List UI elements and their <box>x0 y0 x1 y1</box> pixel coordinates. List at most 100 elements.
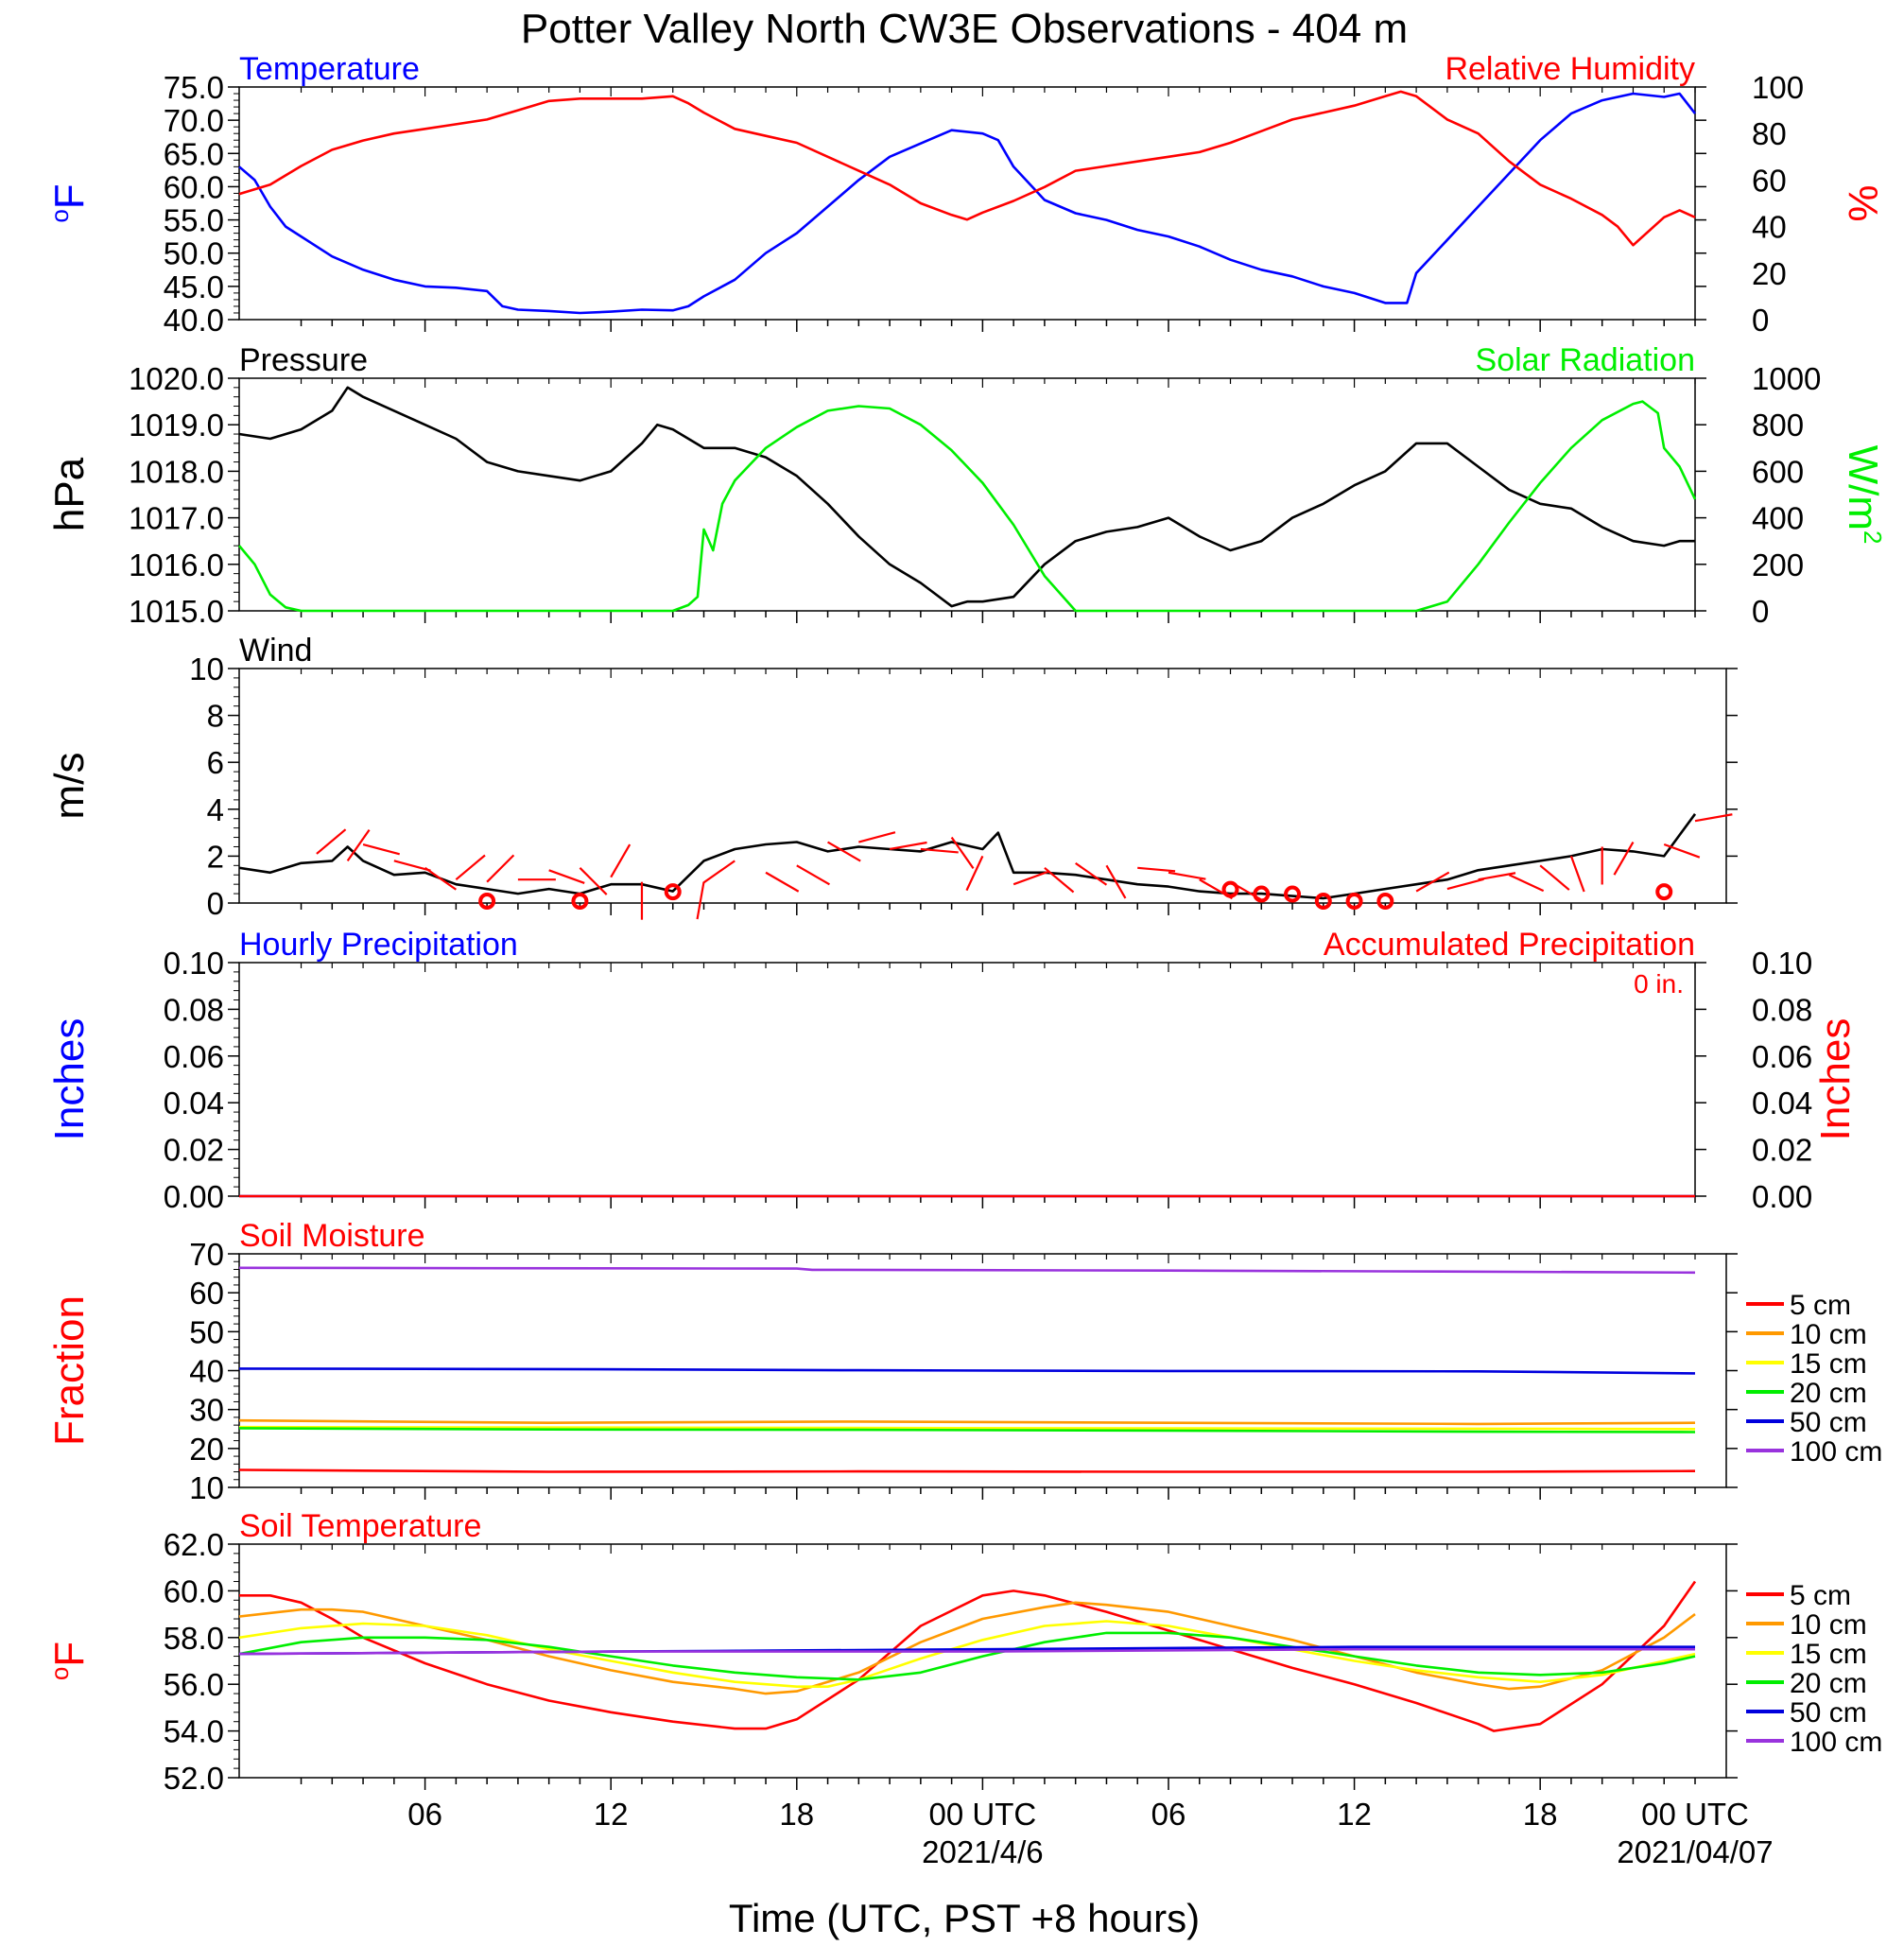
y-axis-title: Fraction <box>46 1295 93 1446</box>
panel-title-right: Accumulated Precipitation <box>1324 927 1695 963</box>
panel-6: 62.0 60.0 58.0 56.0 54.0 52.0 Soil Temperature… <box>164 1508 1883 1869</box>
y-axis-title: oF <box>45 1642 93 1680</box>
y-tick-label-right: 0.06 <box>1752 1039 1812 1074</box>
series-relative-humidity <box>238 90 1696 247</box>
y-tick-label-right: 0.10 <box>1752 946 1812 981</box>
wind-barb <box>920 847 959 854</box>
calm-marker <box>571 893 589 910</box>
y-tick-label: 0.08 <box>164 992 224 1027</box>
y-tick-label: 10 <box>189 1470 224 1505</box>
legend-label: 15 cm <box>1790 1348 1867 1380</box>
y-tick-label: 50 <box>189 1314 224 1349</box>
x-tick-label: 00 UTC <box>1641 1797 1749 1832</box>
wind-barb <box>1613 841 1635 876</box>
panel-frame <box>238 962 1696 1197</box>
panel-title-left: Soil Temperature <box>239 1508 481 1544</box>
legend-label: 100 cm <box>1790 1436 1882 1468</box>
legend-label: 10 cm <box>1790 1319 1867 1350</box>
calm-marker <box>664 883 682 901</box>
series-20-cm <box>238 1427 1696 1433</box>
series-50-cm <box>238 1367 1696 1375</box>
y-tick-label: 6 <box>207 745 224 780</box>
panel-title-left: Soil Moisture <box>239 1218 425 1254</box>
y-axis-title-text: oF <box>45 1642 93 1680</box>
wind-barb <box>1199 878 1233 900</box>
panel-title-right: Relative Humidity <box>1445 51 1695 87</box>
wind-barb <box>1478 872 1516 881</box>
wind-barb <box>548 869 585 884</box>
series-15-cm <box>238 1425 1696 1431</box>
calm-marker <box>1345 893 1363 910</box>
panel-title-left: Hourly Precipitation <box>239 927 518 963</box>
series-10-cm <box>238 1418 1696 1426</box>
x-tick-label: 18 <box>779 1797 814 1832</box>
y-tick-label: 45.0 <box>164 269 224 304</box>
y-axis-title-right-text: % <box>1840 184 1886 221</box>
wind-barb <box>1013 870 1050 886</box>
panel-title-left: Wind <box>239 633 312 669</box>
y-tick-label: 30 <box>189 1393 224 1428</box>
y-tick-label: 0.04 <box>164 1086 224 1121</box>
y-tick-label: 2 <box>207 839 224 874</box>
panel-frame <box>238 668 1727 904</box>
wind-barb <box>316 828 347 855</box>
y-tick-label-right: 800 <box>1752 408 1804 443</box>
y-tick-label-right: 80 <box>1752 116 1787 151</box>
series-pressure <box>238 386 1695 608</box>
y-tick-label: 55.0 <box>164 203 224 238</box>
y-tick-label: 1020.0 <box>129 361 224 396</box>
panel-annotation: 0 in. <box>1634 969 1684 999</box>
series-20-cm <box>238 1631 1696 1681</box>
y-tick-label: 1018.0 <box>129 454 224 489</box>
y-tick-label: 70 <box>189 1237 224 1272</box>
wind-barb <box>486 854 515 883</box>
legend-label: 10 cm <box>1790 1609 1867 1641</box>
y-tick-label: 0.10 <box>164 946 224 981</box>
wind-barb <box>1075 861 1108 886</box>
y-tick-label: 10 <box>189 652 224 686</box>
y-axis-title-text: Inches <box>46 1018 93 1141</box>
y-tick-label: 56.0 <box>164 1667 224 1702</box>
y-tick-label-right: 600 <box>1752 454 1804 489</box>
series-temperature <box>238 92 1697 315</box>
series-15-cm <box>238 1620 1696 1688</box>
panels: 75.070.065.060.055.050.045.040.010080604… <box>45 51 1887 1869</box>
legend-label: 50 cm <box>1790 1407 1867 1438</box>
y-tick-label: 75.0 <box>164 70 224 105</box>
wind-barb <box>827 841 861 862</box>
y-tick-label: 0.06 <box>164 1039 224 1074</box>
y-axis-title-right-text: W/m2 <box>1840 445 1887 545</box>
y-tick-label-right: 40 <box>1752 210 1787 245</box>
wind-barb <box>1694 813 1733 823</box>
y-tick-label: 54.0 <box>164 1714 224 1749</box>
y-tick-label: 60 <box>189 1276 224 1311</box>
y-tick-label-right: 400 <box>1752 501 1804 536</box>
wind-barb <box>362 843 400 856</box>
legend-label: 20 cm <box>1790 1668 1867 1699</box>
wind-barb <box>346 828 371 861</box>
wind-barb <box>950 836 975 869</box>
y-tick-label-right: 200 <box>1752 547 1804 582</box>
y-tick-label: 1016.0 <box>129 547 224 582</box>
y-tick-label: 70.0 <box>164 103 224 138</box>
y-tick-label-right: 0.08 <box>1752 992 1812 1027</box>
y-axis-title-right-text: Inches <box>1812 1018 1859 1141</box>
panel-frame <box>238 1543 1727 1779</box>
calm-marker <box>478 893 496 910</box>
y-tick-label: 4 <box>207 792 224 827</box>
y-axis-title-text: oF <box>45 183 93 222</box>
y-tick-label: 0.02 <box>164 1133 224 1168</box>
x-date-label: 2021/04/07 <box>1617 1834 1773 1869</box>
y-tick-label: 40.0 <box>164 303 224 338</box>
legend-label: 5 cm <box>1790 1290 1851 1321</box>
y-tick-label-right: 0 <box>1752 303 1769 338</box>
y-tick-label: 62.0 <box>164 1527 224 1562</box>
y-tick-label-right: 1000 <box>1752 361 1821 396</box>
x-tick-label: 12 <box>594 1797 629 1832</box>
calm-marker <box>1284 885 1302 903</box>
panel-title-right: Solar Radiation <box>1476 342 1695 378</box>
y-tick-label-right: 100 <box>1752 70 1804 105</box>
wind-barb <box>696 881 705 920</box>
y-tick-label: 60.0 <box>164 169 224 204</box>
y-tick-label: 40 <box>189 1354 224 1389</box>
